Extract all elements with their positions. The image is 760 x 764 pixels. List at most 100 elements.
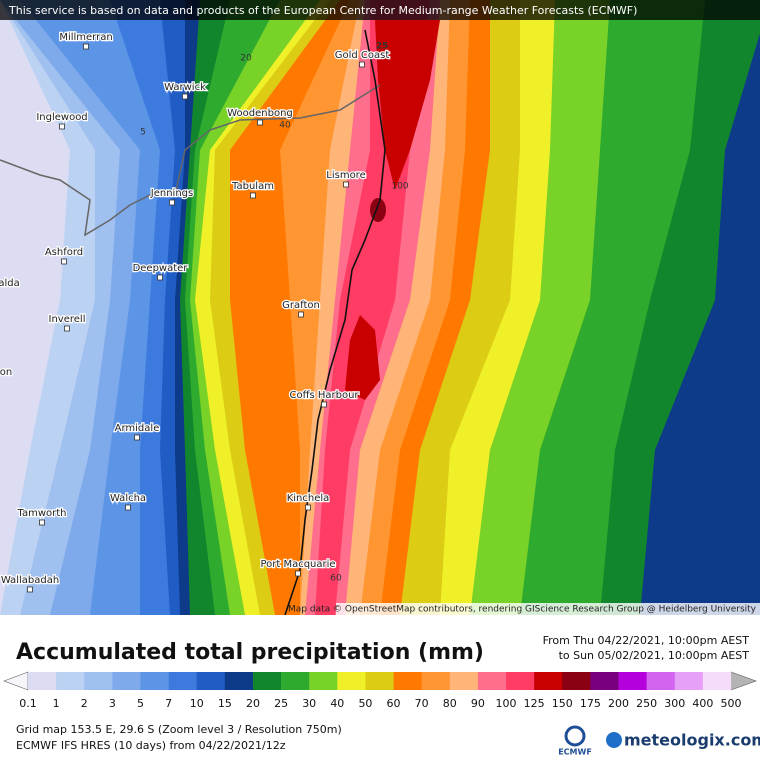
place-marker <box>125 504 131 511</box>
place-marker <box>295 570 301 577</box>
contour-label: 25 <box>376 42 389 52</box>
place-label: Lismore <box>326 170 365 181</box>
legend-label: 3 <box>109 697 116 710</box>
place-marker <box>61 258 67 265</box>
legend-swatch <box>140 672 169 690</box>
legend-label: 250 <box>636 697 657 710</box>
place-label: Kinchela <box>287 493 330 504</box>
legend-swatch <box>84 672 113 690</box>
legend-label: 7 <box>165 697 172 710</box>
meteologix-icon <box>606 732 622 748</box>
precip-band <box>345 315 380 400</box>
legend-swatch <box>590 672 619 690</box>
legend-label: 100 <box>496 697 517 710</box>
legend-label: 10 <box>190 697 204 710</box>
legend-label: 15 <box>218 697 232 710</box>
legend-below <box>3 671 29 691</box>
legend: 0.1 1 2 3 5 7 10 15 20 25 30 40 50 60 70 80 90 100 125 150 1… <box>3 671 757 710</box>
legend-swatch <box>28 672 57 690</box>
legend-label: 20 <box>246 697 260 710</box>
banner: This service is based on data and produc… <box>8 4 637 17</box>
place-label: Tabulam <box>231 181 274 192</box>
title: Accumulated total precipitation (mm) <box>16 640 484 665</box>
place-label: Ashford <box>45 247 83 258</box>
banner-bg <box>0 0 760 20</box>
place-label: Coffs Harbour <box>289 390 359 401</box>
legend-label: 50 <box>358 697 372 710</box>
legend-swatch <box>112 672 141 690</box>
legend-label: 150 <box>552 697 573 710</box>
place-marker <box>343 181 349 188</box>
legend-swatch <box>702 672 732 690</box>
place-marker <box>298 311 304 318</box>
place-label: alda <box>0 278 20 289</box>
place-label: Deepwater <box>133 263 189 274</box>
state-border <box>0 84 381 237</box>
legend-label: 30 <box>302 697 316 710</box>
legend-swatch <box>281 672 310 690</box>
legend-swatch <box>393 672 422 690</box>
place-label: Armidale <box>115 423 160 434</box>
place-marker <box>59 123 65 130</box>
legend-swatch <box>506 672 535 690</box>
place-label: Jennings <box>150 188 193 199</box>
legend-label: 70 <box>415 697 429 710</box>
place-marker <box>39 519 45 526</box>
place-marker <box>257 119 263 126</box>
contour-label: 40 <box>279 121 291 131</box>
legend-swatch <box>562 672 591 690</box>
legend-label: 2 <box>81 697 88 710</box>
legend-label: 25 <box>274 697 288 710</box>
legend-swatch <box>534 672 563 690</box>
legend-swatch <box>196 672 226 690</box>
ecmwf-logo: ECMWF <box>558 748 592 757</box>
place-marker <box>359 61 365 68</box>
map: Millmerran Warwick Inglewood Woodenbong Gold… <box>0 0 760 615</box>
footer-model: ECMWF IFS HRES (10 days) from 04/22/2021… <box>16 739 286 752</box>
contour-label: 100 <box>391 182 408 192</box>
place-marker <box>305 504 311 511</box>
legend-label: 90 <box>471 697 485 710</box>
legend-label: 80 <box>443 697 457 710</box>
legend-swatch <box>56 672 85 690</box>
legend-swatch <box>618 672 647 690</box>
place-label: on <box>0 367 12 378</box>
attribution: Map data © OpenStreetMap contributors, r… <box>288 605 757 615</box>
contour-label: 20 <box>240 54 252 64</box>
footer-grid: Grid map 153.5 E, 29.6 S (Zoom level 3 /… <box>16 723 342 736</box>
place-marker <box>157 274 163 281</box>
legend-swatch <box>309 672 338 690</box>
place-label: Woodenbong <box>227 108 293 119</box>
place-label: Gold Coast <box>335 50 390 61</box>
legend-label: 40 <box>330 697 344 710</box>
contour-label: 60 <box>330 574 342 584</box>
place-marker <box>182 93 188 100</box>
legend-swatch <box>252 672 282 690</box>
legend-swatch <box>168 672 198 690</box>
legend-swatch <box>337 672 366 690</box>
period-from: From Thu 04/22/2021, 10:00pm AEST <box>543 634 750 647</box>
legend-swatch <box>646 672 676 690</box>
legend-label: 175 <box>580 697 601 710</box>
coastline <box>284 29 386 615</box>
legend-above <box>730 671 757 691</box>
legend-label: 300 <box>664 697 685 710</box>
legend-label: 200 <box>608 697 629 710</box>
place-marker <box>250 192 256 199</box>
contour-label: 5 <box>140 128 146 138</box>
place-label: Inverell <box>49 314 86 325</box>
legend-label: 125 <box>524 697 545 710</box>
meteologix-logo: meteologix.com <box>624 731 760 750</box>
place-label: Grafton <box>282 300 320 311</box>
legend-label: 60 <box>387 697 401 710</box>
legend-label: 5 <box>137 697 144 710</box>
place-marker <box>321 401 327 408</box>
legend-swatch <box>421 672 451 690</box>
legend-label: 500 <box>721 697 742 710</box>
precip-band <box>375 20 440 190</box>
legend-label: 1 <box>53 697 60 710</box>
place-label: Tamworth <box>17 508 67 519</box>
place-marker <box>169 199 175 206</box>
place-marker <box>64 325 70 332</box>
